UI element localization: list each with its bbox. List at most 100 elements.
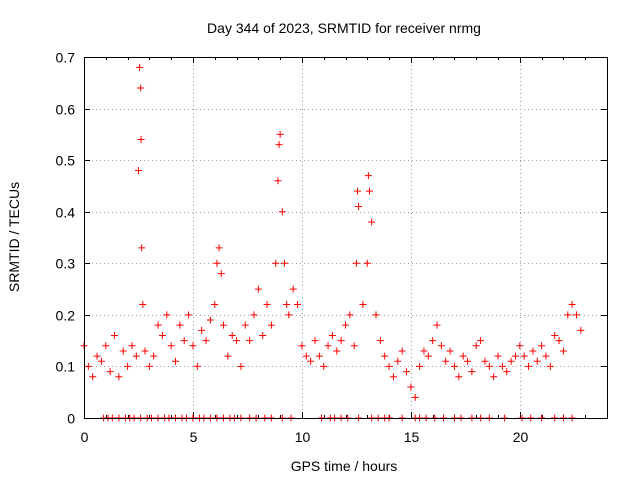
data-point [278,208,286,216]
data-point [215,244,223,252]
data-point [246,337,254,345]
data-point [259,331,267,339]
data-point [102,342,110,350]
data-point [394,357,402,365]
data-point [337,337,345,345]
data-point [138,244,146,252]
data-point [372,311,380,319]
data-point [359,301,367,309]
y-tick-label: 0.5 [56,153,76,169]
data-point [307,357,315,365]
data-point [213,259,221,267]
data-point [342,321,349,329]
data-point [280,259,288,267]
data-point [145,362,153,370]
data-point [219,321,227,329]
data-point [364,172,372,180]
data-point [315,352,323,360]
data-point [167,342,175,350]
data-point [546,362,554,370]
data-point [433,321,441,329]
data-point [106,368,114,376]
data-point [481,357,489,365]
data-point [84,362,92,370]
data-point [154,321,162,329]
data-point [450,362,458,370]
data-point [158,331,166,339]
y-tick-label: 0.3 [56,256,76,272]
data-point [498,362,506,370]
data-point [328,331,336,339]
data-point [542,352,550,360]
data-point [365,187,373,195]
data-point [525,362,533,370]
data-point [241,321,249,329]
data-point [320,362,328,370]
data-point [472,342,480,350]
data-point [134,166,142,174]
chart-title: Day 344 of 2023, SRMTID for receiver nrm… [207,20,481,36]
data-point [283,301,291,309]
x-tick-label: 15 [404,429,420,445]
data-point [516,342,524,350]
x-tick-label: 20 [513,429,529,445]
y-axis-label: SRMTID / TECUs [6,182,22,292]
data-point [368,218,376,226]
data-point [577,326,585,334]
data-point [353,187,361,195]
data-point [555,337,563,345]
data-point [442,357,450,365]
data-point [507,357,515,365]
data-point [485,362,493,370]
data-point [302,352,310,360]
axis-ticks: 0 0.1 0.2 0.3 0.4 0.5 0.6 0.7 0 5 10 15 20 [56,50,608,445]
data-point [568,301,576,309]
y-tick-label: 0.7 [56,50,76,66]
data-point [198,326,206,334]
data-point [538,342,546,350]
data-point [429,337,437,345]
data-point [559,347,567,355]
data-point [274,177,282,185]
data-point [446,347,454,355]
data-point [150,352,158,360]
data-point [119,347,127,355]
data-point [420,347,428,355]
data-point [137,84,145,92]
data-point [464,357,472,365]
data-point [398,347,406,355]
data-point [455,373,463,381]
data-point [564,311,572,319]
data-point [363,259,371,267]
data-point [211,301,219,309]
data-point [324,342,332,350]
data-point [233,337,241,345]
data-point [511,352,519,360]
data-point [276,130,284,138]
data-point [503,368,511,376]
y-tick-label: 0.4 [56,205,76,221]
data-point [355,203,363,211]
data-point [193,362,201,370]
x-axis-label: GPS time / hours [291,458,398,474]
data-point [172,357,180,365]
data-point [228,331,236,339]
data-point [217,270,225,278]
x-tick-label: 10 [295,429,311,445]
grid [84,57,607,418]
data-point [333,347,341,355]
data-point [385,362,393,370]
data-point [424,352,432,360]
data-point [237,362,245,370]
data-point [346,311,354,319]
plot-frame [84,57,608,419]
data-point [267,321,275,329]
data-point [185,311,193,319]
data-point [289,285,297,293]
data-point [93,352,101,360]
data-point [407,383,415,391]
data-point [494,352,502,360]
data-point [294,301,302,309]
data-point [459,352,467,360]
data-point [132,352,140,360]
